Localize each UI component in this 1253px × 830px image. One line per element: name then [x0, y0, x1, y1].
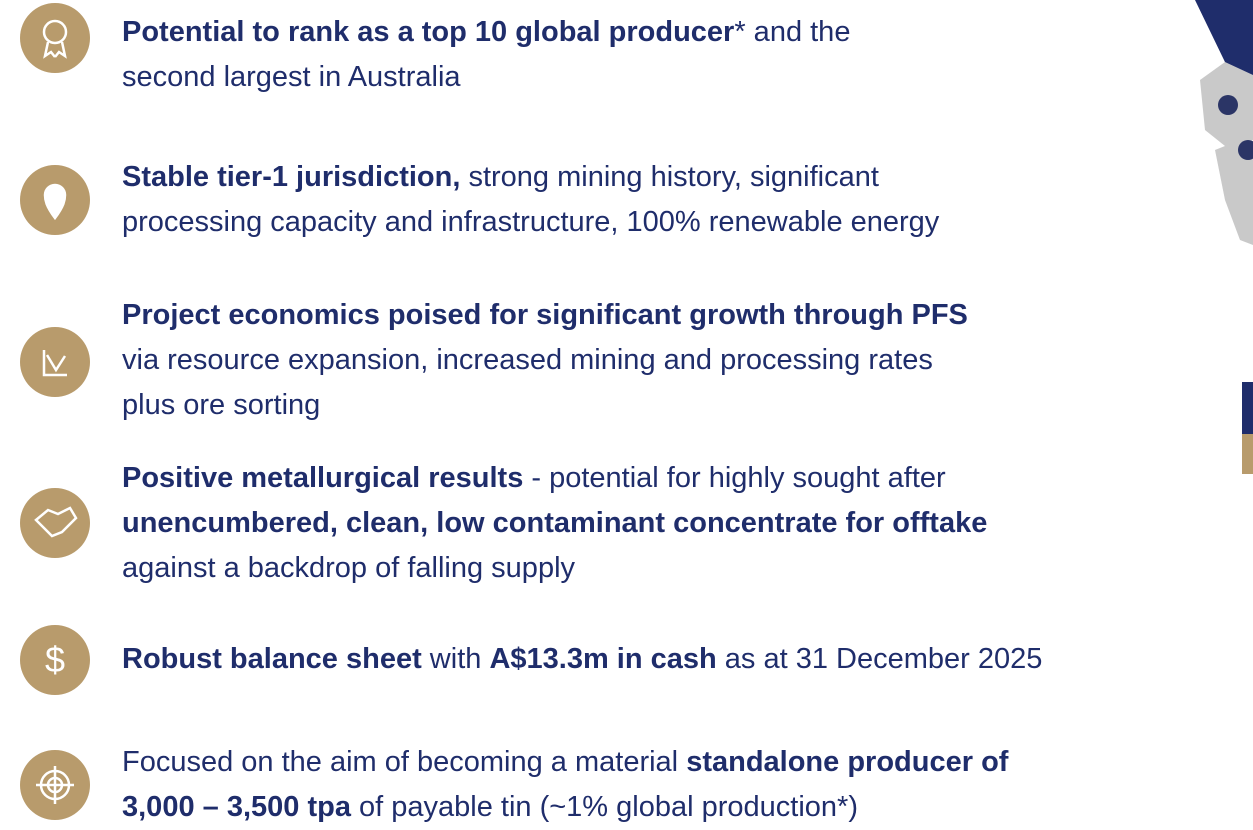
bold-text: Positive metallurgical results — [122, 462, 523, 494]
bold-text: standalone producer of — [686, 746, 1008, 778]
bold-text: Potential to rank as a top 10 global pro… — [122, 16, 734, 48]
icon-handshake — [20, 488, 90, 558]
text-line: Focused on the aim of becoming a materia… — [122, 740, 1008, 785]
bold-text: A$13.3m in cash — [489, 643, 716, 675]
svg-text:$: $ — [45, 639, 65, 680]
text: strong mining history, significant — [460, 161, 879, 193]
text: plus ore sorting — [122, 389, 320, 421]
bold-text: 3,000 – 3,500 tpa — [122, 791, 351, 823]
bold-text: Stable tier-1 jurisdiction, — [122, 161, 460, 193]
text-line: unencumbered, clean, low contaminant con… — [122, 501, 987, 546]
text-line: Project economics poised for significant… — [122, 293, 968, 338]
text: of payable tin (~1% global production*) — [351, 791, 858, 823]
bold-text: Robust balance sheet — [122, 643, 422, 675]
page: $ Potential to rank as a top 10 global p… — [0, 0, 1253, 829]
text: second largest in Australia — [122, 61, 461, 93]
icon-growth — [20, 327, 90, 397]
bold-text: Project economics poised for significant… — [122, 299, 968, 331]
text: Focused on the aim of becoming a materia… — [122, 746, 686, 778]
icon-award — [20, 3, 90, 73]
text: processing capacity and infrastructure, … — [122, 206, 939, 238]
text: - potential for highly sought after — [523, 462, 945, 494]
text-line: plus ore sorting — [122, 383, 968, 428]
bold-text: unencumbered, clean, low contaminant con… — [122, 507, 987, 539]
bullet: Focused on the aim of becoming a materia… — [122, 740, 1008, 830]
bullet: Project economics poised for significant… — [122, 293, 968, 428]
text: against a backdrop of falling supply — [122, 552, 575, 584]
text-line: against a backdrop of falling supply — [122, 546, 987, 591]
text-line: Robust balance sheet with A$13.3m in cas… — [122, 637, 1042, 682]
text: as at 31 December 2025 — [717, 643, 1043, 675]
text-line: second largest in Australia — [122, 55, 850, 100]
text-line: via resource expansion, increased mining… — [122, 338, 968, 383]
text: with — [422, 643, 490, 675]
text-line: 3,000 – 3,500 tpa of payable tin (~1% gl… — [122, 785, 1008, 830]
text: * and the — [734, 16, 850, 48]
bullet: Robust balance sheet with A$13.3m in cas… — [122, 637, 1042, 682]
text-line: Stable tier-1 jurisdiction, strong minin… — [122, 155, 939, 200]
bullet: Positive metallurgical results - potenti… — [122, 456, 987, 591]
text-line: Potential to rank as a top 10 global pro… — [122, 10, 850, 55]
text-line: Positive metallurgical results - potenti… — [122, 456, 987, 501]
bullet: Potential to rank as a top 10 global pro… — [122, 10, 850, 100]
bullet: Stable tier-1 jurisdiction, strong minin… — [122, 155, 939, 245]
text: via resource expansion, increased mining… — [122, 344, 933, 376]
text-line: processing capacity and infrastructure, … — [122, 200, 939, 245]
